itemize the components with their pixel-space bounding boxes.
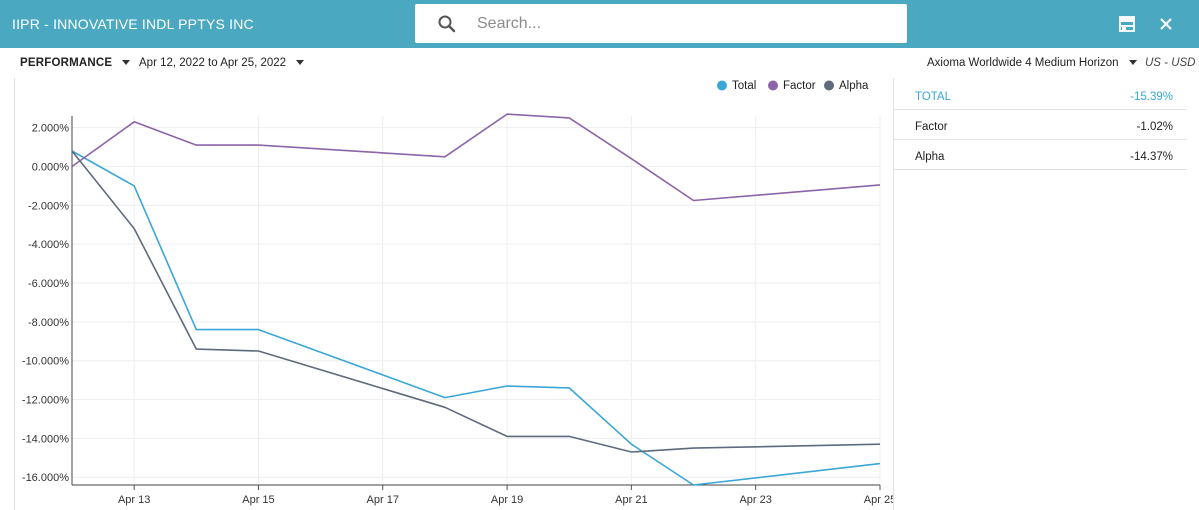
summary-value: -14.37% [1130, 151, 1173, 163]
x-tick-label: Apr 19 [491, 494, 523, 506]
y-tick-label: 0.000% [32, 161, 70, 173]
layout-icon[interactable] [1117, 14, 1137, 34]
risk-model-selector[interactable]: Axioma Worldwide 4 Medium Horizon [927, 57, 1137, 69]
series-line-factor [71, 113, 881, 202]
x-tick-label: Apr 21 [615, 494, 647, 506]
legend-marker-total [717, 80, 727, 91]
y-tick-label: -2.000% [28, 200, 69, 212]
view-selector-label: PERFORMANCE [20, 57, 113, 69]
date-range-selector[interactable]: Apr 12, 2022 to Apr 25, 2022 [139, 57, 305, 69]
summary-panel: TOTAL -15.39% Factor -1.02% Alpha -14.37… [893, 78, 1199, 510]
performance-chart: 2.000% 0.000% -2.000% -4.000% -6.000% -8.000%… [22, 80, 893, 506]
chevron-down-icon [1128, 60, 1137, 66]
app-header: IIPR - INNOVATIVE INDL PPTYS INC [0, 0, 1199, 48]
y-tick-label: -12.000% [22, 395, 69, 407]
search-box[interactable] [415, 4, 907, 43]
summary-name: Factor [915, 121, 948, 133]
close-icon[interactable] [1156, 14, 1176, 34]
y-tick-label: 2.000% [32, 123, 70, 135]
legend-label-factor: Factor [783, 80, 816, 92]
search-icon[interactable] [437, 14, 457, 34]
summary-value: -15.39% [1130, 91, 1173, 103]
date-range-label: Apr 12, 2022 to Apr 25, 2022 [139, 57, 287, 69]
summary-row-factor[interactable]: Factor -1.02% [894, 110, 1187, 140]
search-input[interactable] [477, 12, 877, 36]
security-title: IIPR - INNOVATIVE INDL PPTYS INC [12, 16, 254, 32]
series-line-total [71, 150, 881, 486]
summary-name: Alpha [915, 151, 945, 163]
y-tick-label: -14.000% [22, 433, 69, 445]
performance-chart-panel: 2.000% 0.000% -2.000% -4.000% -6.000% -8.000%… [14, 78, 893, 510]
x-tick-label: Apr 13 [118, 494, 150, 506]
y-tick-label: -4.000% [28, 239, 69, 251]
x-tick-label: Apr 17 [367, 494, 399, 506]
y-tick-label: -10.000% [22, 356, 69, 368]
legend-marker-alpha [824, 80, 834, 91]
legend-marker-factor [768, 80, 778, 91]
toolbar: PERFORMANCE Apr 12, 2022 to Apr 25, 2022… [0, 48, 1199, 78]
risk-model-label: Axioma Worldwide 4 Medium Horizon [927, 57, 1119, 69]
view-selector[interactable]: PERFORMANCE [20, 57, 131, 69]
summary-name: TOTAL [915, 91, 951, 103]
x-tick-label: Apr 25 [864, 494, 893, 506]
summary-value: -1.02% [1136, 121, 1173, 133]
chevron-down-icon [122, 60, 131, 66]
y-tick-label: -6.000% [28, 278, 69, 290]
summary-row-alpha[interactable]: Alpha -14.37% [894, 140, 1187, 170]
y-tick-label: -16.000% [22, 472, 69, 484]
legend-label-total: Total [732, 80, 756, 92]
x-tick-label: Apr 23 [739, 494, 771, 506]
x-tick-label: Apr 15 [242, 494, 274, 506]
chevron-down-icon [296, 60, 305, 66]
currency-label: US - USD [1145, 57, 1196, 69]
legend-label-alpha: Alpha [839, 80, 869, 92]
series-line-alpha [71, 150, 881, 453]
summary-row-total[interactable]: TOTAL -15.39% [894, 80, 1187, 110]
y-tick-label: -8.000% [28, 317, 69, 329]
